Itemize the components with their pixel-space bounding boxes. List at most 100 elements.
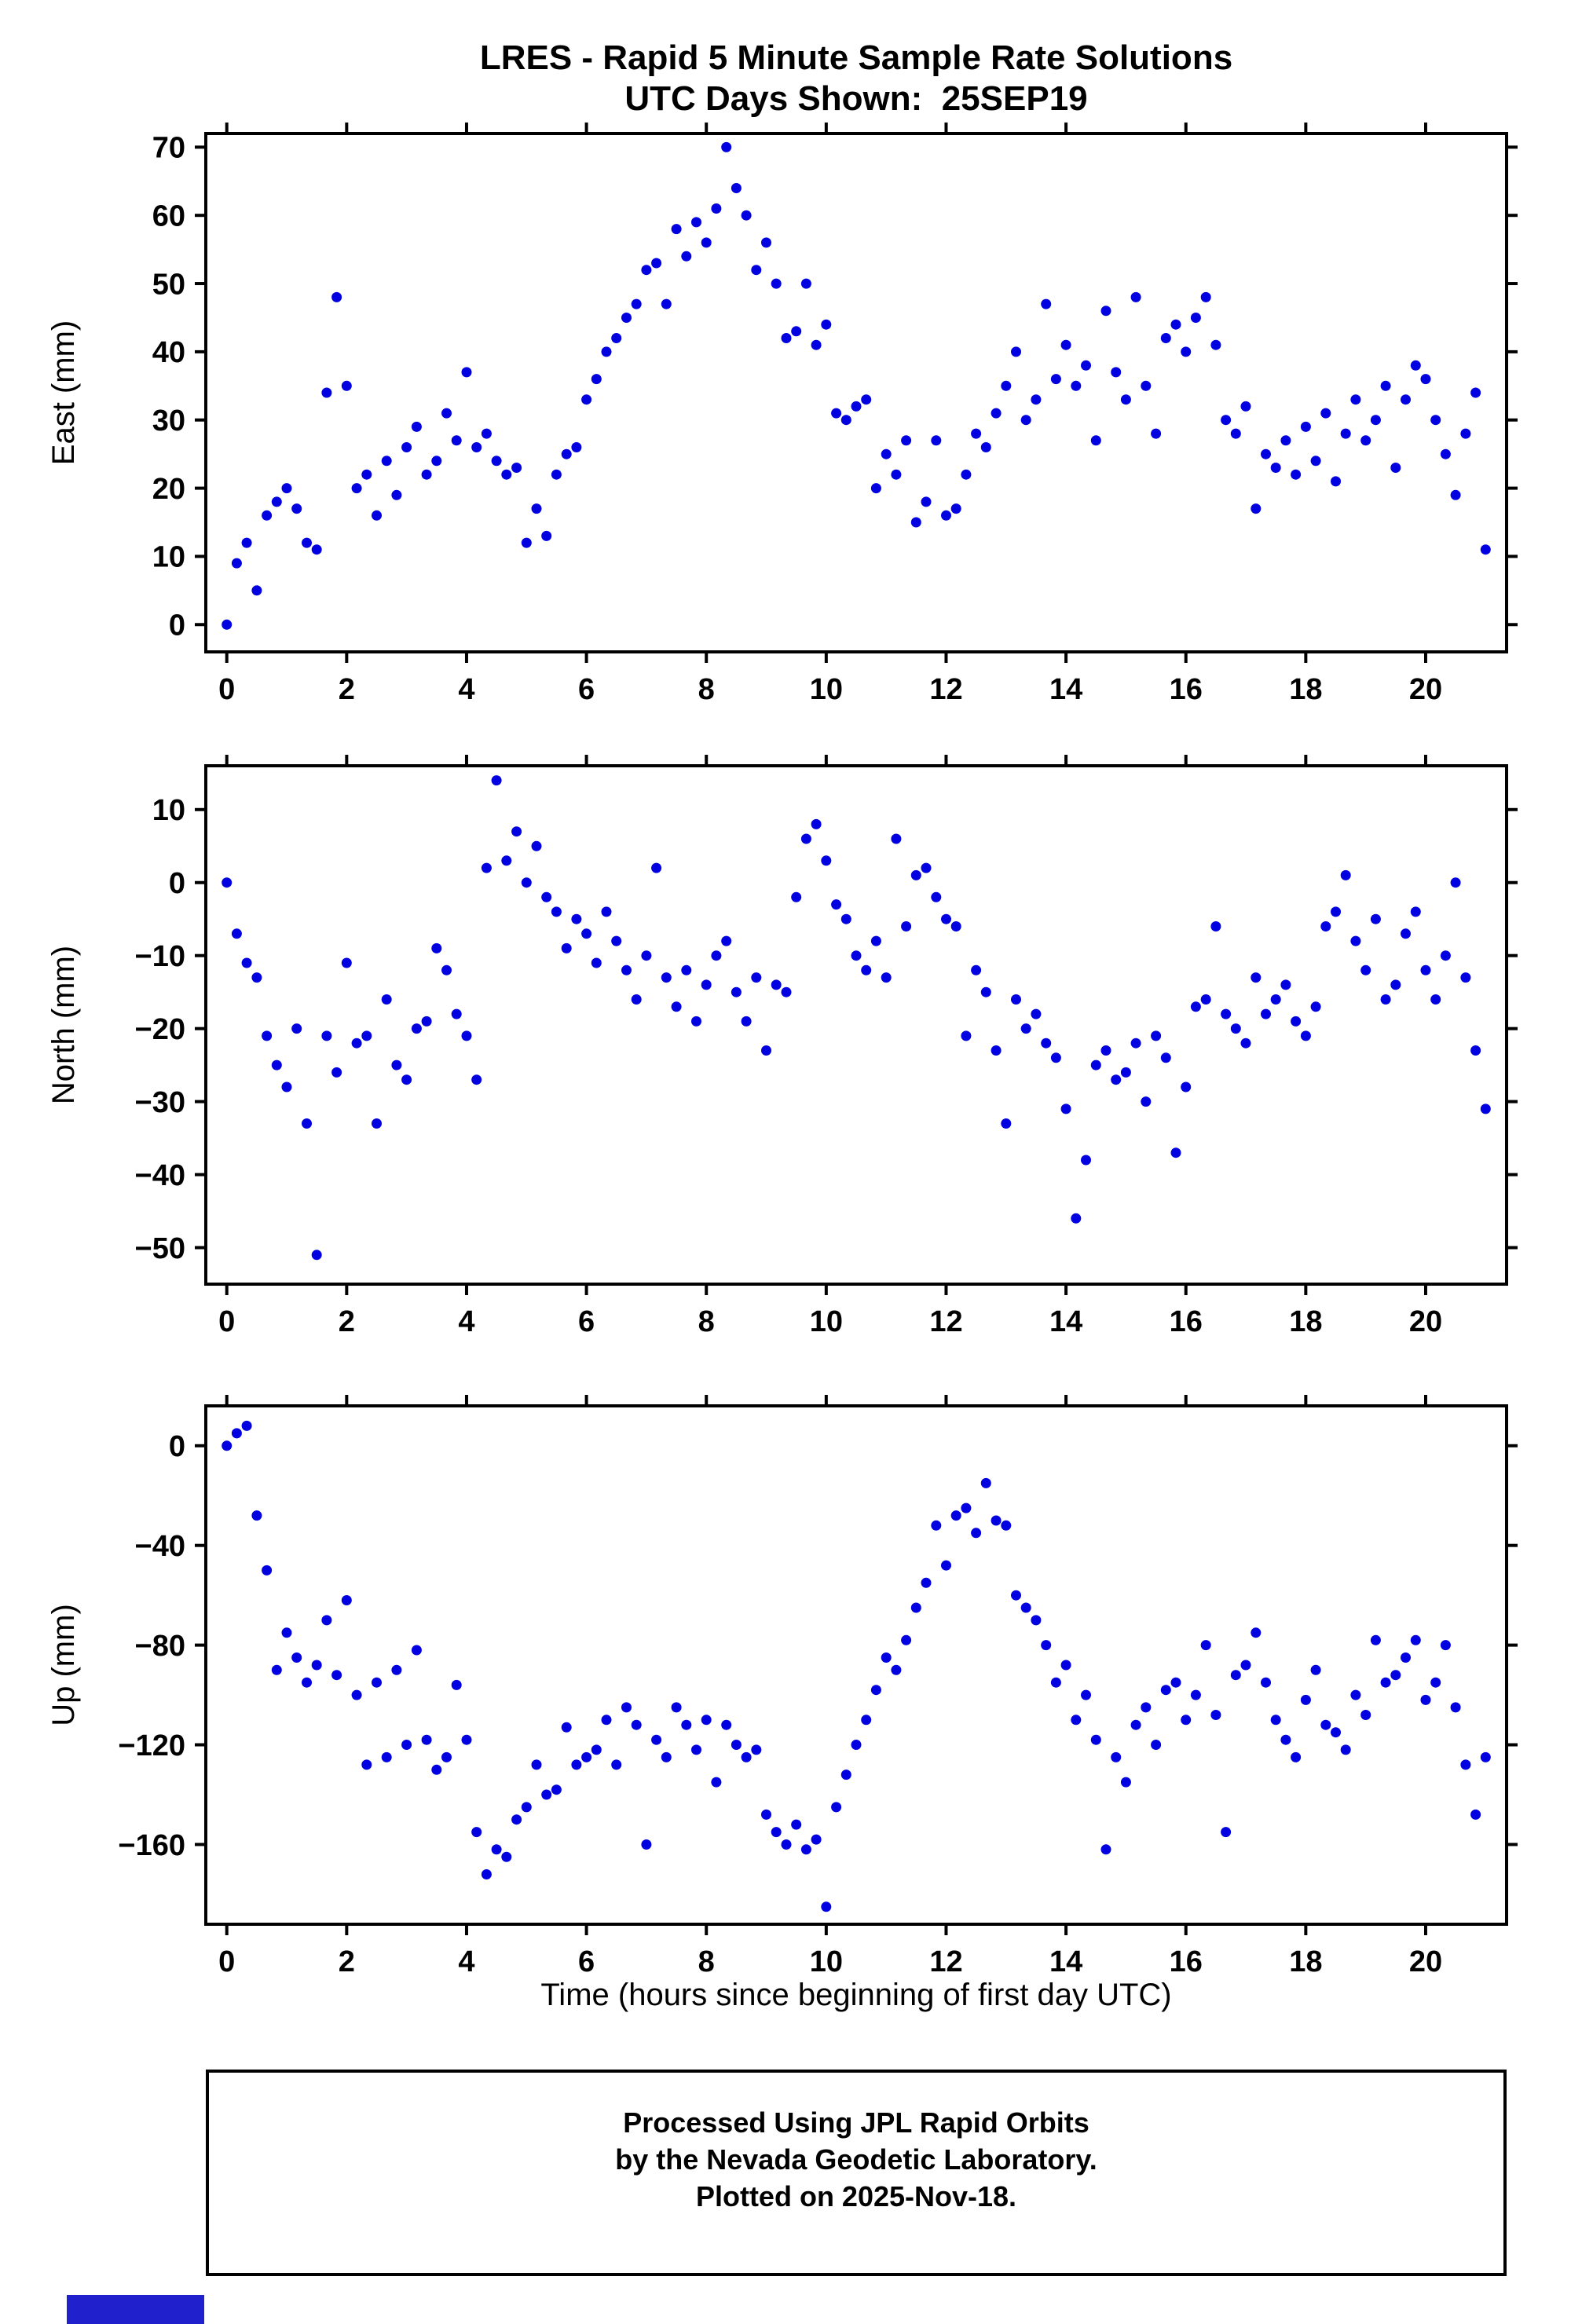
data-point — [1060, 1660, 1071, 1671]
data-point — [1200, 291, 1211, 302]
data-point — [1350, 935, 1361, 946]
data-point — [591, 957, 602, 968]
data-point — [1280, 979, 1291, 990]
data-point — [1100, 1844, 1111, 1855]
x-tick-label: 0 — [218, 1945, 235, 1978]
data-point — [840, 1770, 851, 1781]
data-point — [721, 141, 732, 152]
data-point — [431, 456, 442, 467]
data-point — [1261, 1008, 1271, 1019]
x-tick-label: 18 — [1289, 1945, 1322, 1978]
data-point — [291, 503, 302, 514]
data-point — [671, 1001, 682, 1012]
data-point — [861, 1715, 872, 1726]
data-point — [601, 906, 612, 917]
y-axis-label: East (mm) — [46, 320, 81, 465]
y-tick-label: 50 — [152, 268, 185, 301]
data-point — [781, 1839, 792, 1850]
footer-line-3: Plotted on 2025-Nov-18. — [695, 2180, 1017, 2212]
data-point — [910, 869, 921, 880]
chart-title: LRES - Rapid 5 Minute Sample Rate Soluti… — [479, 38, 1233, 77]
y-tick-label: 20 — [152, 473, 185, 506]
data-point — [1291, 469, 1302, 480]
logo-fragment — [67, 2295, 204, 2324]
data-point — [421, 469, 432, 480]
data-point — [311, 1660, 322, 1671]
data-point — [641, 950, 652, 961]
data-point — [1450, 1702, 1461, 1713]
y-tick-label: −20 — [135, 1013, 185, 1046]
data-point — [302, 1118, 312, 1129]
data-point — [861, 964, 872, 975]
data-point — [831, 408, 842, 419]
data-point — [271, 496, 282, 507]
data-point — [401, 442, 412, 452]
data-point — [1050, 1052, 1061, 1063]
data-point — [1190, 313, 1201, 323]
x-tick-label: 10 — [810, 673, 843, 706]
data-point — [811, 818, 822, 829]
data-point — [1090, 1734, 1101, 1745]
x-tick-label: 12 — [929, 1305, 962, 1338]
data-point — [1370, 913, 1381, 924]
data-point — [1401, 1652, 1411, 1663]
data-point — [980, 986, 991, 997]
data-point — [1071, 1715, 1082, 1726]
x-tick-label: 4 — [458, 1305, 474, 1338]
data-point — [1210, 339, 1221, 350]
data-point — [821, 1901, 832, 1912]
data-point — [831, 899, 842, 910]
data-point — [1001, 1118, 1012, 1129]
data-point — [1190, 1689, 1201, 1700]
data-point — [821, 319, 832, 330]
data-point — [1370, 1634, 1381, 1645]
data-point — [681, 964, 692, 975]
data-point — [1011, 346, 1021, 357]
data-point — [1460, 1759, 1471, 1770]
data-point — [531, 1759, 542, 1770]
data-point — [1270, 463, 1281, 473]
plot-frame — [204, 132, 1508, 653]
data-point — [761, 237, 771, 248]
data-point — [611, 935, 622, 946]
data-point — [561, 942, 572, 953]
plot-frame — [204, 764, 1508, 1286]
data-point — [1190, 1001, 1201, 1012]
data-point — [1141, 380, 1152, 391]
data-point — [1071, 1213, 1082, 1224]
data-point — [1410, 906, 1421, 917]
data-point — [1170, 319, 1181, 330]
data-point — [1160, 333, 1171, 343]
data-point — [1230, 428, 1241, 439]
data-point — [1360, 435, 1371, 446]
x-tick-label: 18 — [1289, 673, 1322, 706]
data-point — [1130, 1038, 1141, 1049]
x-tick-label: 2 — [339, 673, 355, 706]
data-point — [991, 408, 1002, 419]
data-point — [411, 421, 422, 432]
scatter-points — [222, 141, 1491, 630]
data-point — [461, 367, 472, 378]
data-point — [1300, 421, 1311, 432]
data-point — [1401, 928, 1411, 939]
data-point — [950, 503, 961, 514]
x-tick-label: 6 — [578, 1945, 595, 1978]
data-point — [1050, 374, 1061, 385]
data-point — [721, 1719, 732, 1730]
data-point — [441, 408, 452, 419]
data-point — [401, 1074, 412, 1085]
data-point — [1020, 1602, 1031, 1613]
data-point — [1210, 1710, 1221, 1720]
x-tick-label: 16 — [1170, 1945, 1203, 1978]
data-point — [1430, 1677, 1441, 1688]
x-tick-label: 8 — [698, 1945, 715, 1978]
data-point — [1081, 1689, 1091, 1700]
data-point — [791, 1819, 802, 1830]
data-point — [1251, 1627, 1262, 1638]
data-point — [641, 1839, 652, 1850]
footer-line-1: Processed Using JPL Rapid Orbits — [623, 2106, 1089, 2139]
data-point — [691, 1744, 701, 1755]
data-point — [341, 957, 352, 968]
data-point — [231, 1428, 242, 1439]
data-point — [931, 1520, 942, 1531]
